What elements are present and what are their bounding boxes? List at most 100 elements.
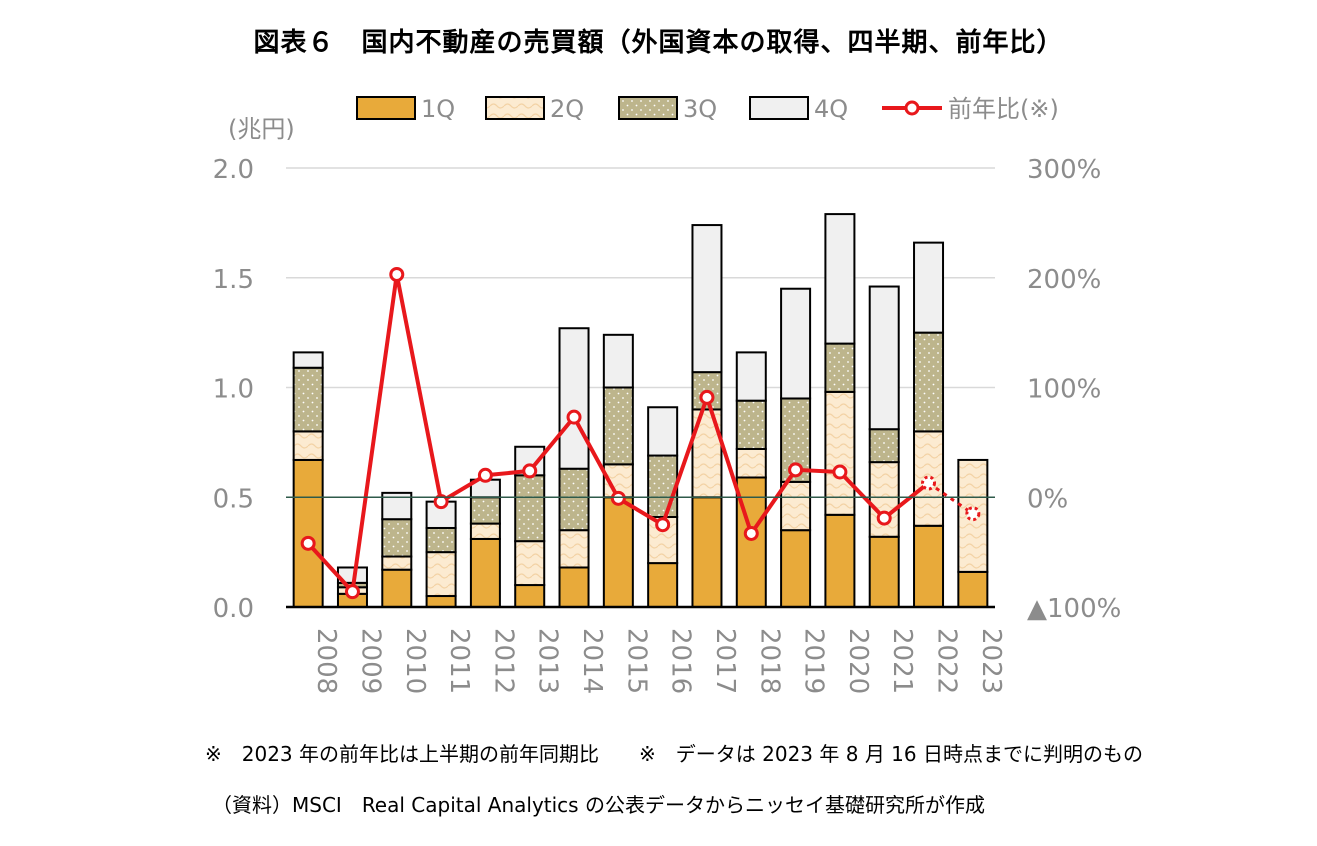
bar-2q bbox=[735, 447, 767, 479]
bar-2q bbox=[780, 480, 812, 532]
bar-1q bbox=[824, 513, 856, 608]
bar-4q bbox=[647, 406, 679, 457]
bar-3q bbox=[824, 342, 856, 393]
bar-2q bbox=[558, 529, 590, 569]
bar-3q bbox=[602, 386, 634, 466]
bar-1q bbox=[913, 524, 945, 608]
footnote: ※ 2023 年の前年比は上半期の前年同期比 ※ データは 2023 年 8 月… bbox=[205, 742, 1143, 766]
x-tick-label: 2009 bbox=[355, 628, 385, 694]
bar-1q bbox=[868, 535, 900, 609]
bar-3q bbox=[913, 331, 945, 433]
bar-1q bbox=[558, 566, 590, 608]
yoy-point bbox=[788, 462, 804, 478]
bar-3q bbox=[292, 366, 324, 433]
bar-1q bbox=[602, 496, 634, 608]
bar-4q bbox=[735, 351, 767, 402]
bar-2q bbox=[824, 390, 856, 516]
y-left-tick-label: 1.5 bbox=[213, 265, 254, 295]
yoy-point bbox=[477, 467, 493, 483]
bar-3q bbox=[381, 518, 413, 558]
yoy-point bbox=[876, 510, 892, 526]
x-tick-label: 2018 bbox=[754, 628, 784, 694]
x-tick-label: 2016 bbox=[666, 628, 696, 694]
legend-label-yoy: 前年比(※) bbox=[948, 95, 1059, 123]
x-tick-label: 2023 bbox=[976, 628, 1006, 694]
bar-series bbox=[292, 213, 989, 609]
x-tick-label: 2013 bbox=[533, 628, 563, 694]
y-right-tick-label: 100% bbox=[1027, 375, 1101, 405]
x-tick-label: 2017 bbox=[710, 628, 740, 694]
y-left-tick-label: 1.0 bbox=[213, 375, 254, 405]
x-tick-label: 2011 bbox=[444, 628, 474, 694]
bar-4q bbox=[602, 333, 634, 389]
bar-4q bbox=[292, 351, 324, 369]
legend-marker-yoy bbox=[904, 100, 920, 116]
bar-3q bbox=[647, 454, 679, 519]
bar-1q bbox=[647, 562, 679, 608]
yoy-point bbox=[921, 475, 937, 491]
y-left-unit-label: (兆円) bbox=[228, 115, 295, 143]
bar-4q bbox=[824, 213, 856, 345]
x-tick-label: 2020 bbox=[843, 628, 873, 694]
legend-swatch-1q bbox=[356, 96, 416, 120]
legend-swatch-4q bbox=[749, 96, 809, 120]
x-tick-label: 2012 bbox=[488, 628, 518, 694]
yoy-point bbox=[433, 494, 449, 510]
bar-3q bbox=[868, 428, 900, 464]
yoy-point bbox=[522, 463, 538, 479]
bar-2q bbox=[381, 555, 413, 571]
yoy-point bbox=[566, 409, 582, 425]
bar-1q bbox=[425, 595, 457, 609]
yoy-point bbox=[699, 389, 715, 405]
x-tick-label: 2015 bbox=[621, 628, 651, 694]
bar-4q bbox=[780, 287, 812, 400]
yoy-line-series bbox=[300, 266, 981, 600]
bar-2q bbox=[292, 430, 324, 461]
yoy-point bbox=[610, 490, 626, 506]
yoy-point bbox=[965, 506, 981, 522]
y-right-tick-label: 0% bbox=[1027, 484, 1068, 514]
x-tick-label: 2021 bbox=[887, 628, 917, 694]
yoy-point bbox=[300, 535, 316, 551]
y-right-tick-label: ▲100% bbox=[1027, 594, 1121, 624]
bar-2q bbox=[469, 522, 501, 540]
bar-2q bbox=[514, 540, 546, 587]
bar-4q bbox=[691, 224, 723, 374]
y-left-tick-label: 0.5 bbox=[213, 484, 254, 514]
bar-1q bbox=[957, 570, 989, 609]
x-tick-label: 2019 bbox=[799, 628, 829, 694]
y-right-tick-label: 200% bbox=[1027, 265, 1101, 295]
source-note: （資料）MSCI Real Capital Analytics の公表データから… bbox=[212, 793, 985, 817]
bar-4q bbox=[913, 241, 945, 334]
y-left-tick-label: 2.0 bbox=[213, 155, 254, 185]
yoy-point bbox=[832, 464, 848, 480]
x-tick-label: 2010 bbox=[400, 628, 430, 694]
x-tick-label: 2008 bbox=[311, 628, 341, 694]
bar-1q bbox=[691, 496, 723, 608]
bar-2q bbox=[425, 551, 457, 598]
bar-1q bbox=[292, 458, 324, 608]
bar-3q bbox=[425, 526, 457, 554]
yoy-point bbox=[344, 584, 360, 600]
legend-label-1q: 1Q bbox=[421, 95, 455, 123]
yoy-point bbox=[389, 266, 405, 282]
legend: 1Q 2Q 3Q 4Q 前年比(※) bbox=[356, 95, 1059, 123]
yoy-point bbox=[655, 517, 671, 533]
chart-title: 図表６ 国内不動産の売買額（外国資本の取得、四半期、前年比） bbox=[253, 28, 1064, 58]
bar-1q bbox=[514, 584, 546, 608]
y-left-tick-label: 0.0 bbox=[213, 594, 254, 624]
legend-swatch-3q bbox=[618, 96, 678, 120]
axes: 0.0 0.5 1.0 1.5 2.0 ▲100% 0% 100% 200% 300% (兆円) 20… bbox=[213, 115, 1122, 694]
legend-label-3q: 3Q bbox=[683, 95, 717, 123]
bar-3q bbox=[469, 496, 501, 525]
bar-3q bbox=[514, 474, 546, 543]
x-tick-label: 2014 bbox=[577, 628, 607, 694]
bar-3q bbox=[735, 399, 767, 450]
y-right-tick-label: 300% bbox=[1027, 155, 1101, 185]
x-tick-label: 2022 bbox=[932, 628, 962, 694]
bar-4q bbox=[868, 285, 900, 431]
bar-3q bbox=[558, 467, 590, 532]
bar-4q bbox=[558, 327, 590, 470]
yoy-point bbox=[743, 525, 759, 541]
